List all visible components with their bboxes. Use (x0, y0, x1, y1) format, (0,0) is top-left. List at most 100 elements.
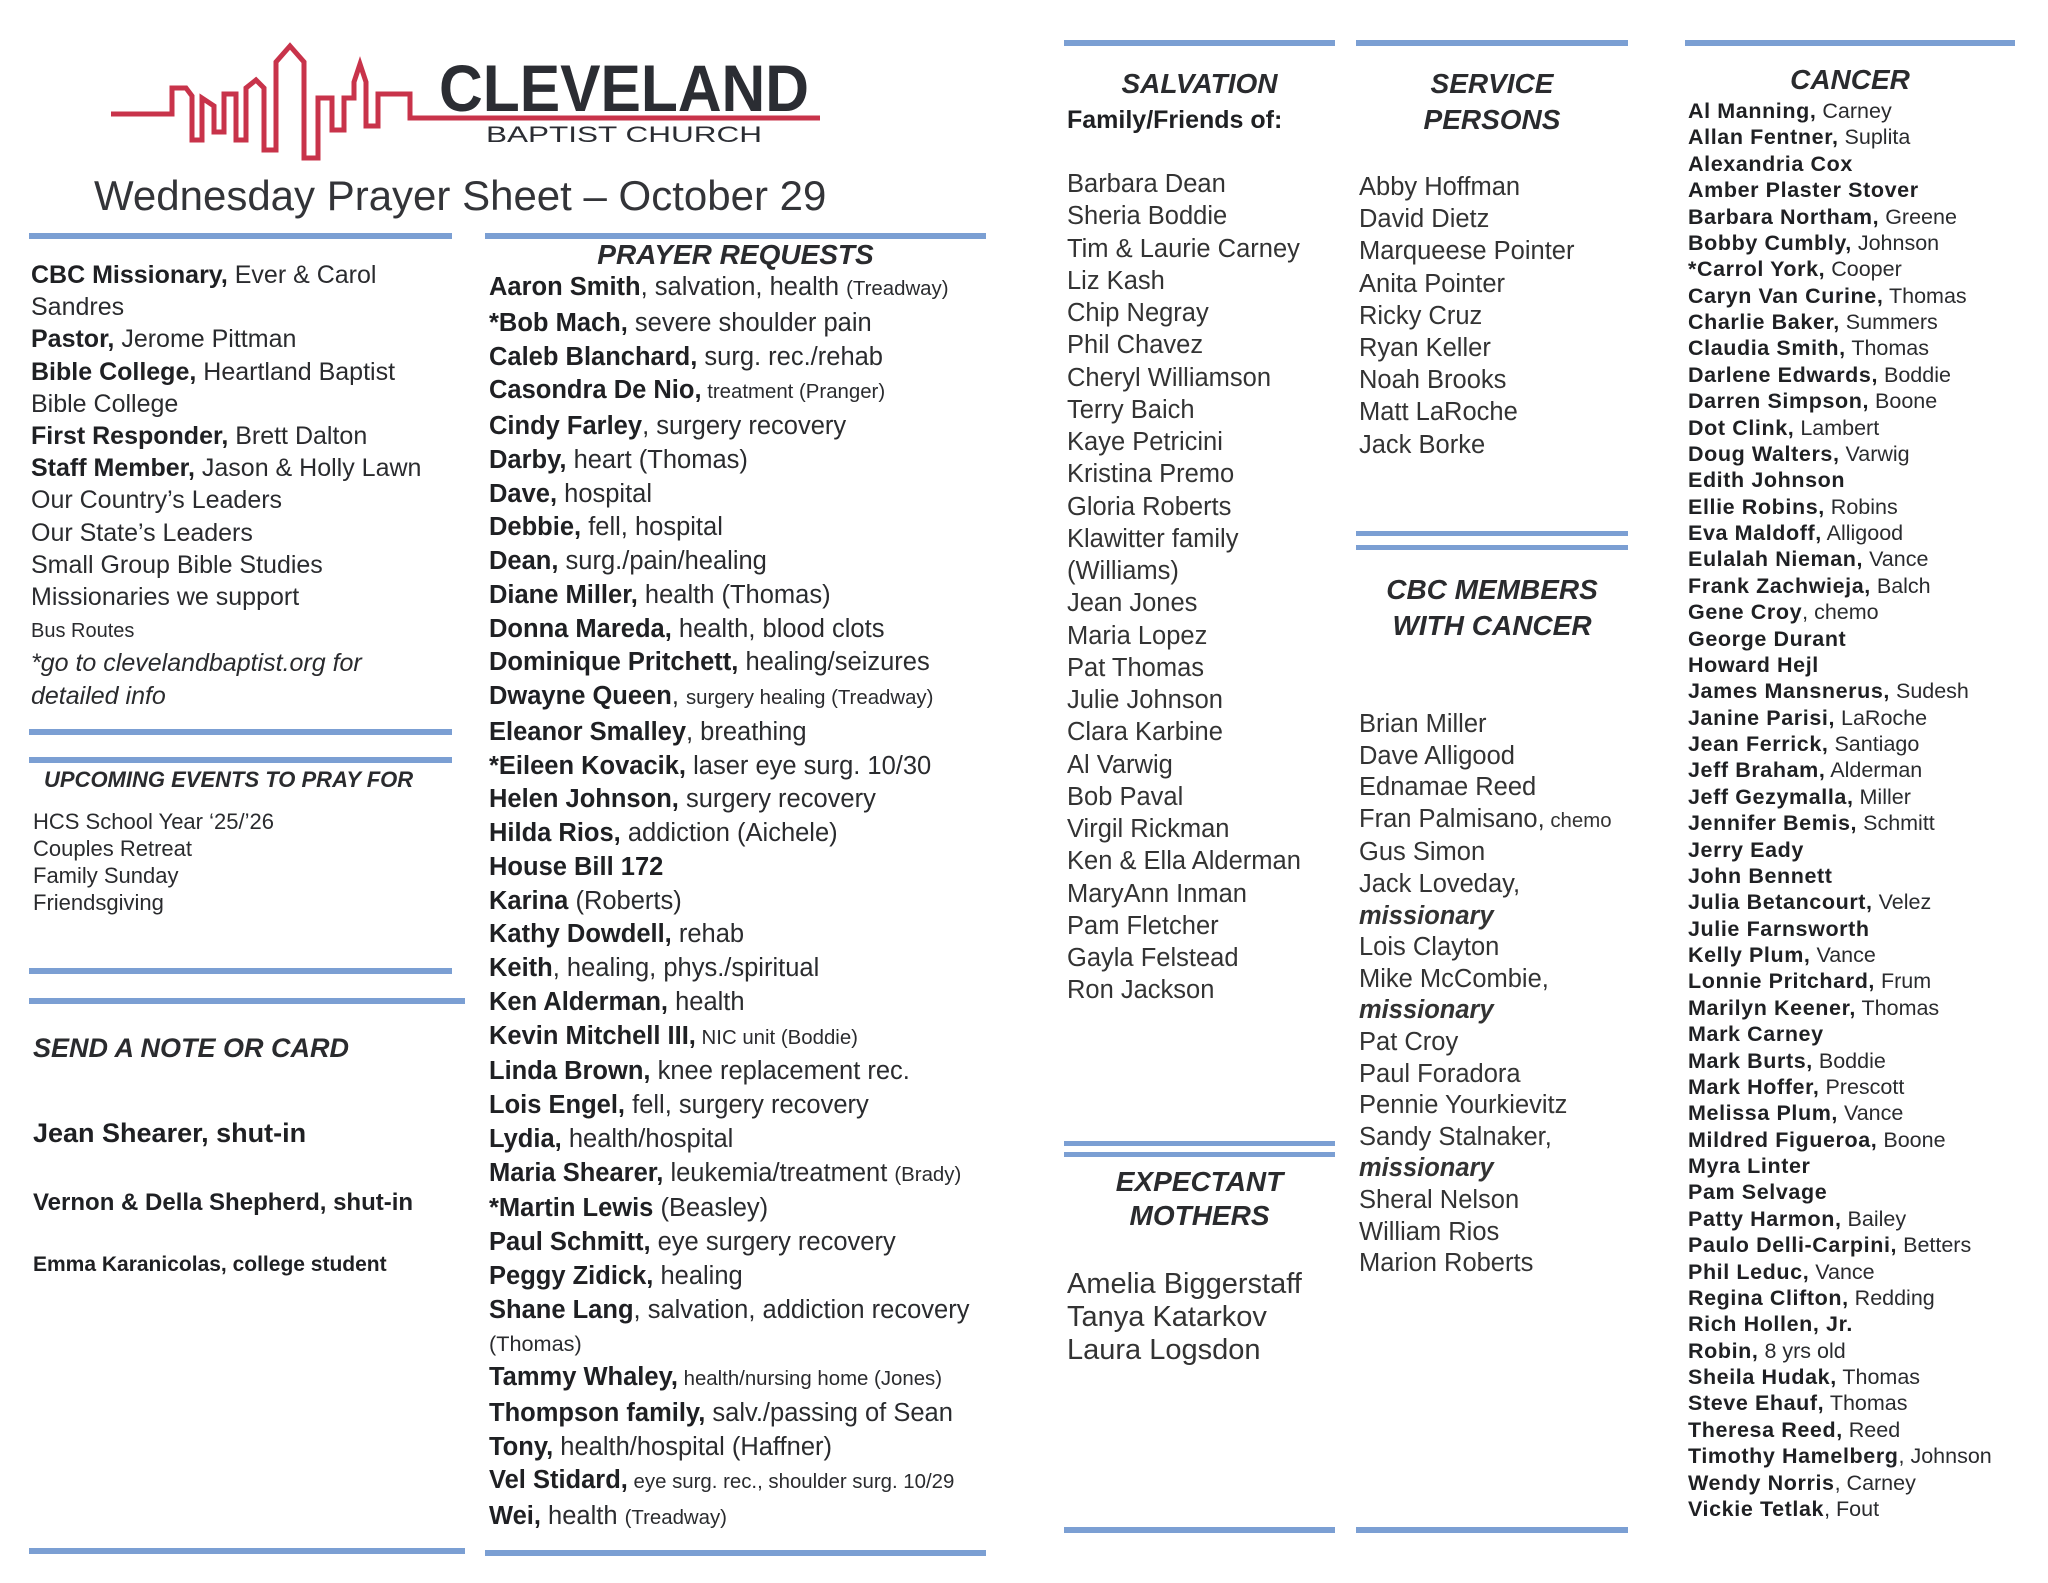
list-item: Eulalah Nieman, Vance (1688, 546, 1992, 572)
name-text: Staff Member, (31, 454, 195, 483)
detail-text: Marqueese Pointer (1359, 237, 1575, 266)
name-text: Kelly Plum, (1688, 943, 1811, 967)
detail-text: Family Sunday (33, 863, 179, 888)
name-text: Jeff Braham, (1688, 758, 1826, 783)
detail-text: Missionaries we support (31, 583, 300, 612)
detail-text: Frum (1875, 969, 1932, 994)
list-item: Chip Negray (1067, 297, 1301, 329)
list-item: Allan Fentner, Suplita (1688, 124, 1992, 150)
list-item: Kevin Mitchell III, NIC unit (Boddie) (489, 1020, 969, 1056)
name-text: Amber Plaster Stover (1688, 178, 1919, 203)
name-text: Lydia, (489, 1124, 562, 1153)
list-item: Diane Miller, health (Thomas) (489, 579, 969, 613)
members-cancer-heading: CBC MEMBERS (1386, 574, 1598, 605)
small-note: (Treadway) (624, 1507, 727, 1529)
name-text: Darren Simpson, (1688, 389, 1870, 414)
detail-text: Jason & Holly Lawn (194, 454, 422, 483)
list-item: Doug Walters, Varwig (1688, 441, 1992, 467)
list-item: Ednamae Reed (1359, 772, 1612, 804)
name-text: Cindy Farley (489, 412, 643, 440)
name-text: Al Manning, (1688, 99, 1817, 123)
name-text: Theresa Reed, (1688, 1417, 1843, 1442)
service-heading: SERVICE (1430, 68, 1554, 99)
detail-text: , Johnson (1898, 1444, 1992, 1469)
list-item: Theresa Reed, Reed (1688, 1417, 1992, 1443)
name-text: Barbara Northam, (1688, 204, 1880, 229)
detail-text: Alligood (1821, 521, 1904, 545)
detail-text: eye surgery recovery (650, 1228, 896, 1256)
list-item: Tammy Whaley, health/nursing home (Jones… (489, 1361, 969, 1397)
cancer-heading: CANCER (1790, 64, 1910, 95)
list-item: Howard Hejl (1688, 652, 1992, 678)
name-text: Eulalah Nieman, (1688, 547, 1864, 572)
detail-text: rehab (671, 920, 745, 949)
name-text: Caryn Van Curine, (1688, 283, 1884, 308)
detail-text: surgery recovery (678, 785, 876, 814)
logo-name: CLEVELAND (439, 51, 809, 125)
detail-text: surg. rec./rehab (697, 342, 883, 371)
small-note: eye surg. rec., shoulder surg. 10/29 (627, 1471, 955, 1494)
name-text: *Carrol York, (1688, 257, 1826, 282)
list-item: Steve Ehauf, Thomas (1688, 1390, 1992, 1416)
small-note: health/nursing home (Jones) (677, 1368, 943, 1390)
detail-text: Ever & Carol (227, 261, 377, 289)
name-text: Bobby Cumbly, (1688, 230, 1852, 255)
detail-text: , salvation, addiction recovery (633, 1295, 970, 1324)
list-item: Sheria Boddie (1067, 200, 1301, 232)
divider (485, 1550, 986, 1556)
detail-text: Laura Logsdon (1067, 1334, 1261, 1366)
divider (1356, 531, 1628, 536)
name-text: Helen Johnson, (489, 785, 679, 814)
list-item: John Bennett (1688, 863, 1992, 889)
list-item: Terry Baich (1067, 394, 1301, 426)
list-item: Rich Hollen, Jr. (1688, 1311, 1992, 1337)
salvation-heading: SALVATION (1121, 68, 1278, 99)
small-note: Bus Routes (31, 620, 135, 643)
divider (29, 757, 452, 763)
list-item: Matt LaRoche (1359, 396, 1574, 428)
expectant-heading: MOTHERS (1129, 1200, 1270, 1231)
list-item: Ellie Robins, Robins (1688, 494, 1992, 520)
name-text: Karina (489, 886, 569, 915)
name-text: Bible College, (31, 357, 197, 386)
detail-text: Vance (1863, 547, 1929, 572)
detail-text: salv./passing of Sean (705, 1398, 953, 1427)
detail-text: Kaye Petricini (1067, 428, 1223, 456)
detail-text: Sheral Nelson (1359, 1185, 1520, 1214)
list-item: MaryAnn Inman (1067, 878, 1301, 910)
name-text: Janine Parisi, (1688, 705, 1836, 730)
name-text: Hilda Rios, (489, 819, 621, 847)
list-item: (Williams) (1067, 555, 1301, 587)
detail-text: Greene (1879, 204, 1957, 229)
detail-text: Alderman (1825, 758, 1923, 783)
list-item: Shane Lang, salvation, addiction recover… (489, 1294, 969, 1328)
list-item: First Responder, Brett Dalton (31, 420, 421, 452)
detail-text: Thomas (1824, 1391, 1908, 1416)
list-item: Robin, 8 yrs old (1688, 1338, 1992, 1364)
detail-text: Ken & Ella Alderman (1067, 847, 1301, 876)
list-item: Kathy Dowdell, rehab (489, 918, 969, 952)
list-item: Jeff Braham, Alderman (1688, 757, 1992, 783)
detail-text: Gloria Roberts (1067, 492, 1232, 521)
detail-text: Ryan Keller (1359, 334, 1491, 363)
name-text: Mark Burts, (1688, 1048, 1813, 1073)
list-item: *Bob Mach, severe shoulder pain (489, 307, 969, 341)
name-text: Pam Selvage (1688, 1180, 1828, 1205)
list-item: Mildred Figueroa, Boone (1688, 1127, 1992, 1153)
detail-text: Ednamae Reed (1359, 773, 1537, 802)
name-text: Edith Johnson (1688, 468, 1846, 493)
detail-text: Sudesh (1890, 679, 1969, 704)
list-item: Barbara Northam, Greene (1688, 204, 1992, 230)
detail-text: knee replacement rec. (650, 1057, 910, 1086)
list-item: *go to clevelandbaptist.org for (31, 647, 421, 679)
list-item: Paul Schmitt, eye surgery recovery (489, 1226, 969, 1260)
list-item: Dominique Pritchett, healing/seizures (489, 646, 969, 680)
detail-text: Johnson (1851, 230, 1940, 255)
detail-text: Lambert (1794, 415, 1880, 440)
list-item: Our State’s Leaders (31, 517, 421, 549)
list-item: William Rios (1359, 1217, 1612, 1249)
list-item: Lois Clayton (1359, 932, 1612, 964)
list-item: Cheryl Williamson (1067, 362, 1301, 394)
list-item: Al Varwig (1067, 749, 1301, 781)
detail-text: Phil Chavez (1067, 331, 1204, 360)
